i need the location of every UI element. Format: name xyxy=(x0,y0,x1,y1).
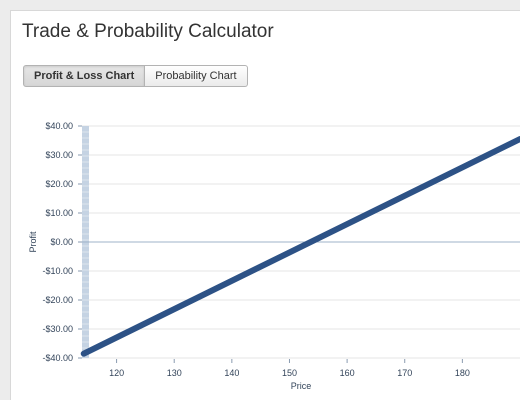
x-axis-title: Price xyxy=(291,381,312,391)
y-tick-label: -$10.00 xyxy=(42,266,73,276)
x-tick-label: 160 xyxy=(340,368,355,378)
x-tick-label: 170 xyxy=(397,368,412,378)
y-tick-label: -$40.00 xyxy=(42,353,73,363)
y-axis-title: Profit xyxy=(28,231,38,253)
calculator-panel: Trade & Probability Calculator Profit & … xyxy=(10,10,520,400)
x-tick-label: 180 xyxy=(455,368,470,378)
y-tick-label: $20.00 xyxy=(45,179,73,189)
y-tick-label: -$30.00 xyxy=(42,324,73,334)
x-tick-label: 140 xyxy=(224,368,239,378)
tab-profit-loss-chart[interactable]: Profit & Loss Chart xyxy=(23,65,146,87)
x-tick-label: 150 xyxy=(282,368,297,378)
y-tick-label: $0.00 xyxy=(50,237,73,247)
y-tick-label: $10.00 xyxy=(45,208,73,218)
chart-tabs: Profit & Loss Chart Probability Chart xyxy=(23,65,248,87)
profit-line xyxy=(80,136,520,357)
page-title: Trade & Probability Calculator xyxy=(22,21,274,42)
y-tick-label: -$20.00 xyxy=(42,295,73,305)
x-tick-label: 120 xyxy=(109,368,124,378)
y-tick-label: $40.00 xyxy=(45,121,73,131)
tab-probability-chart[interactable]: Probability Chart xyxy=(145,65,248,87)
y-tick-label: $30.00 xyxy=(45,150,73,160)
x-tick-label: 130 xyxy=(167,368,182,378)
